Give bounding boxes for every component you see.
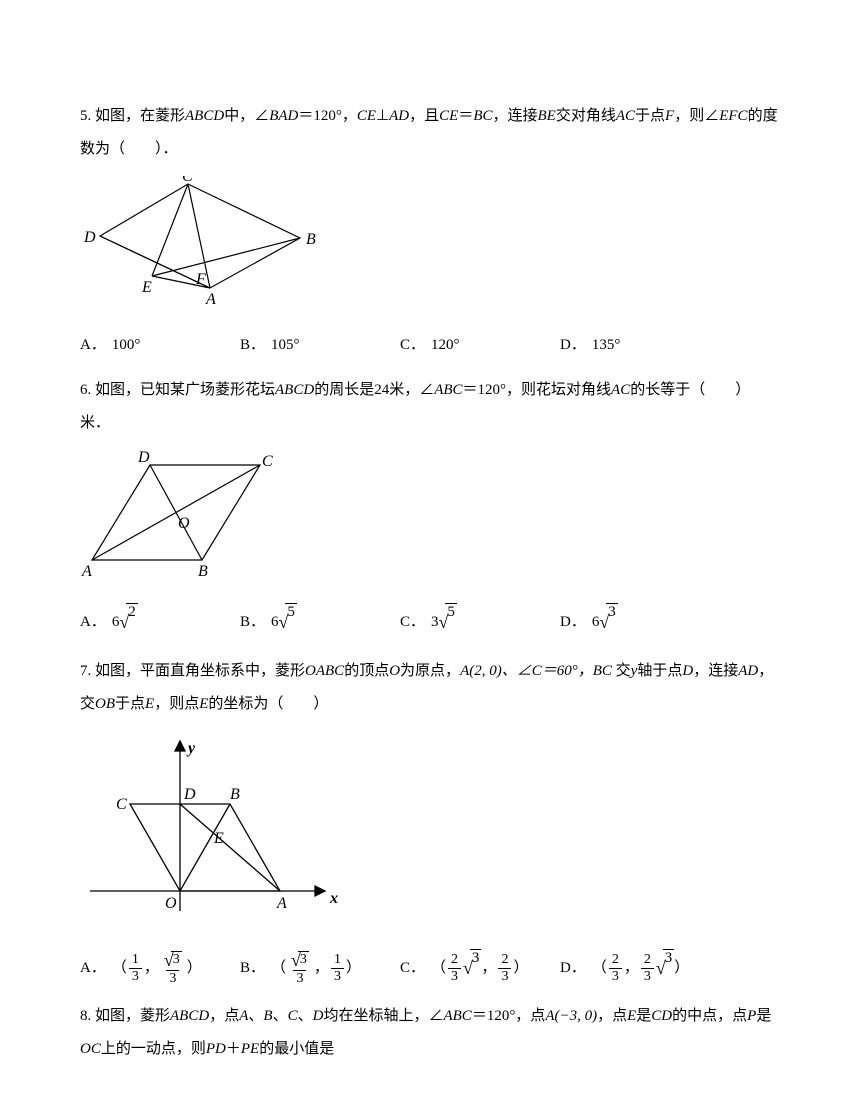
q7-option-d[interactable]: D． （23，23√3） [560, 949, 720, 989]
svg-text:O: O [178, 515, 190, 532]
q7-text: 7. 如图，平面直角坐标系中，菱形OABC的顶点O为原点，A(2, 0)、∠C＝… [80, 655, 780, 721]
svg-text:x: x [329, 890, 338, 907]
svg-text:D: D [183, 786, 196, 803]
q5-option-a[interactable]: A．100° [80, 329, 240, 362]
svg-text:B: B [198, 563, 208, 580]
q6-options: A．6√2 B．6√5 C．3√5 D．6√3 [80, 603, 780, 643]
q7-option-a[interactable]: A． （13，√33） [80, 949, 240, 989]
svg-text:F: F [195, 271, 206, 288]
q5-figure: D C B A E F [80, 176, 780, 319]
svg-text:C: C [182, 176, 193, 185]
svg-text:y: y [186, 740, 196, 757]
q5-option-c[interactable]: C．120° [400, 329, 560, 362]
q5-options: A．100° B．105° C．120° D．135° [80, 329, 780, 362]
q5-option-b[interactable]: B．105° [240, 329, 400, 362]
q5-text: 5. 如图，在菱形ABCD中，∠BAD＝120°，CE⊥AD，且CE＝BC，连接… [80, 100, 780, 166]
svg-text:C: C [262, 453, 273, 470]
svg-text:A: A [276, 895, 287, 912]
q6-option-c[interactable]: C．3√5 [400, 603, 560, 643]
q6-figure: A B C D O [80, 450, 780, 593]
q6-option-b[interactable]: B．6√5 [240, 603, 400, 643]
q7-option-c[interactable]: C． （23√3，23） [400, 949, 560, 989]
svg-text:A: A [81, 563, 92, 580]
svg-text:E: E [141, 279, 152, 296]
svg-text:D: D [83, 229, 96, 246]
q6-text: 6. 如图，已知某广场菱形花坛ABCD的周长是24米，∠ABC＝120°，则花坛… [80, 374, 780, 440]
q8-text: 8. 如图，菱形ABCD，点A、B、C、D均在坐标轴上，∠ABC＝120°，点A… [80, 1000, 780, 1066]
svg-text:D: D [137, 450, 150, 466]
svg-text:E: E [213, 830, 224, 847]
q6-option-a[interactable]: A．6√2 [80, 603, 240, 643]
svg-text:C: C [116, 796, 127, 813]
svg-text:A: A [205, 291, 216, 306]
q7-figure: O A B C D E x y [80, 731, 780, 939]
q6-option-d[interactable]: D．6√3 [560, 603, 720, 643]
q7-options: A． （13，√33） B． （√33，13） C． （23√3，23） D． … [80, 949, 780, 989]
svg-text:B: B [306, 231, 316, 248]
q5-option-d[interactable]: D．135° [560, 329, 720, 362]
svg-text:O: O [165, 895, 177, 912]
svg-text:B: B [230, 786, 240, 803]
q7-option-b[interactable]: B． （√33，13） [240, 949, 400, 989]
